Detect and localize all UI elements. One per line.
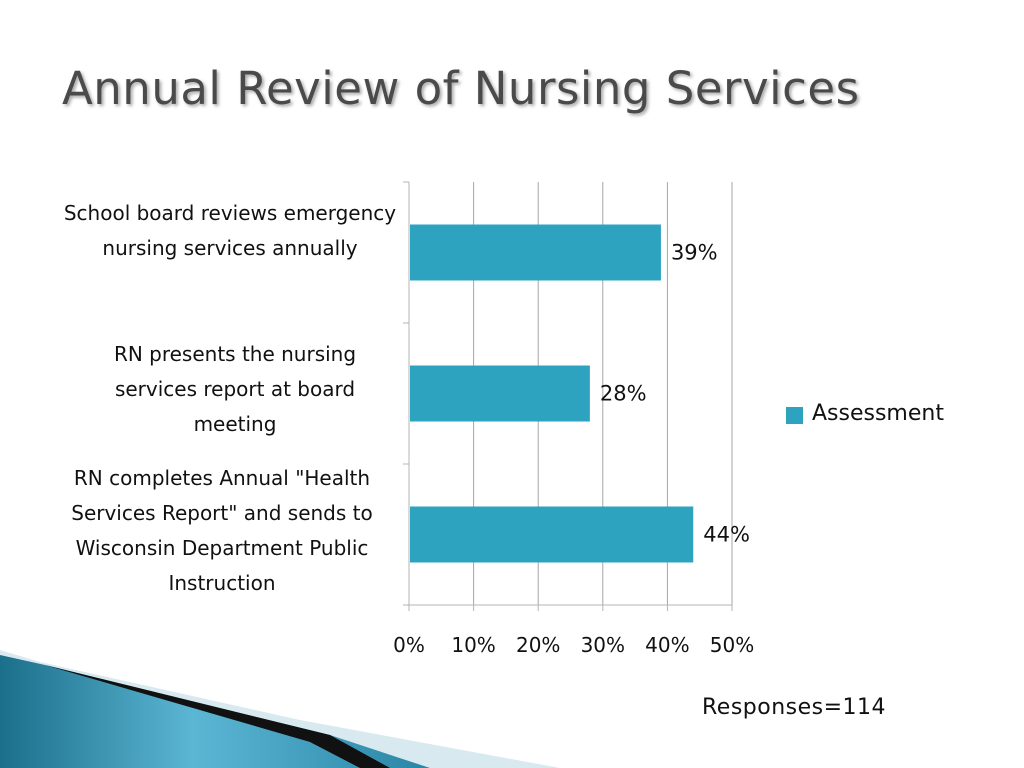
slide-title: Annual Review of Nursing Services	[62, 62, 860, 115]
x-tick-label: 0%	[393, 633, 425, 657]
responses-count: Responses=114	[702, 695, 887, 720]
chart-legend: Assessment	[786, 401, 944, 426]
x-tick-label: 20%	[516, 633, 560, 657]
legend-swatch	[786, 406, 803, 424]
data-label: 28%	[600, 382, 647, 406]
x-tick-label: 40%	[645, 633, 689, 657]
bar	[410, 224, 661, 281]
category-label-1: School board reviews emergency nursing s…	[63, 201, 397, 260]
data-label: 44%	[703, 523, 750, 547]
bar	[410, 506, 694, 563]
x-tick-label: 30%	[581, 633, 625, 657]
legend-label: Assessment	[812, 401, 944, 426]
bar	[410, 365, 590, 422]
x-tick-label: 50%	[710, 633, 754, 657]
category-label-3: RN completes Annual "Health Services Rep…	[71, 466, 373, 595]
category-label-2: RN presents the nursing services report …	[113, 342, 357, 436]
x-tick-label: 10%	[451, 633, 495, 657]
data-label: 39%	[671, 241, 718, 265]
